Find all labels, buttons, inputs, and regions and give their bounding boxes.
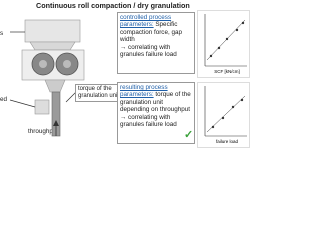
result: → correlating with granules failure load bbox=[120, 43, 177, 59]
x-label: SCF [kN/cm] bbox=[214, 69, 240, 74]
left-label: s bbox=[0, 30, 4, 37]
chart-thumbnail: SCF [kN/cm] bbox=[197, 10, 250, 78]
slide: {"header": {"title": "Continuous roll co… bbox=[0, 0, 250, 150]
text: torque of the granulation unit depending… bbox=[120, 91, 191, 114]
resulting-box: resulting process parameters: torque of … bbox=[117, 82, 195, 144]
title: Continuous roll compaction / dry granula… bbox=[36, 1, 190, 10]
heading: resulting process parameters: bbox=[120, 84, 168, 99]
torque-box: torque of the granulation unit bbox=[75, 84, 127, 102]
result: → correlating with granules failure load bbox=[120, 113, 177, 129]
check-mark: ✓ bbox=[184, 129, 194, 141]
x-label: failure load bbox=[216, 139, 239, 144]
text: Specific compaction force, gap width bbox=[120, 21, 182, 44]
chart-thumbnail: failure load bbox=[197, 82, 250, 148]
machine-drawing bbox=[9, 19, 85, 137]
controlled-box: controlled process parameters: Specific … bbox=[117, 12, 195, 74]
left-label: ed bbox=[0, 96, 8, 103]
throughput-label: throughput bbox=[28, 128, 59, 135]
heading: controlled process parameters: bbox=[120, 14, 172, 29]
